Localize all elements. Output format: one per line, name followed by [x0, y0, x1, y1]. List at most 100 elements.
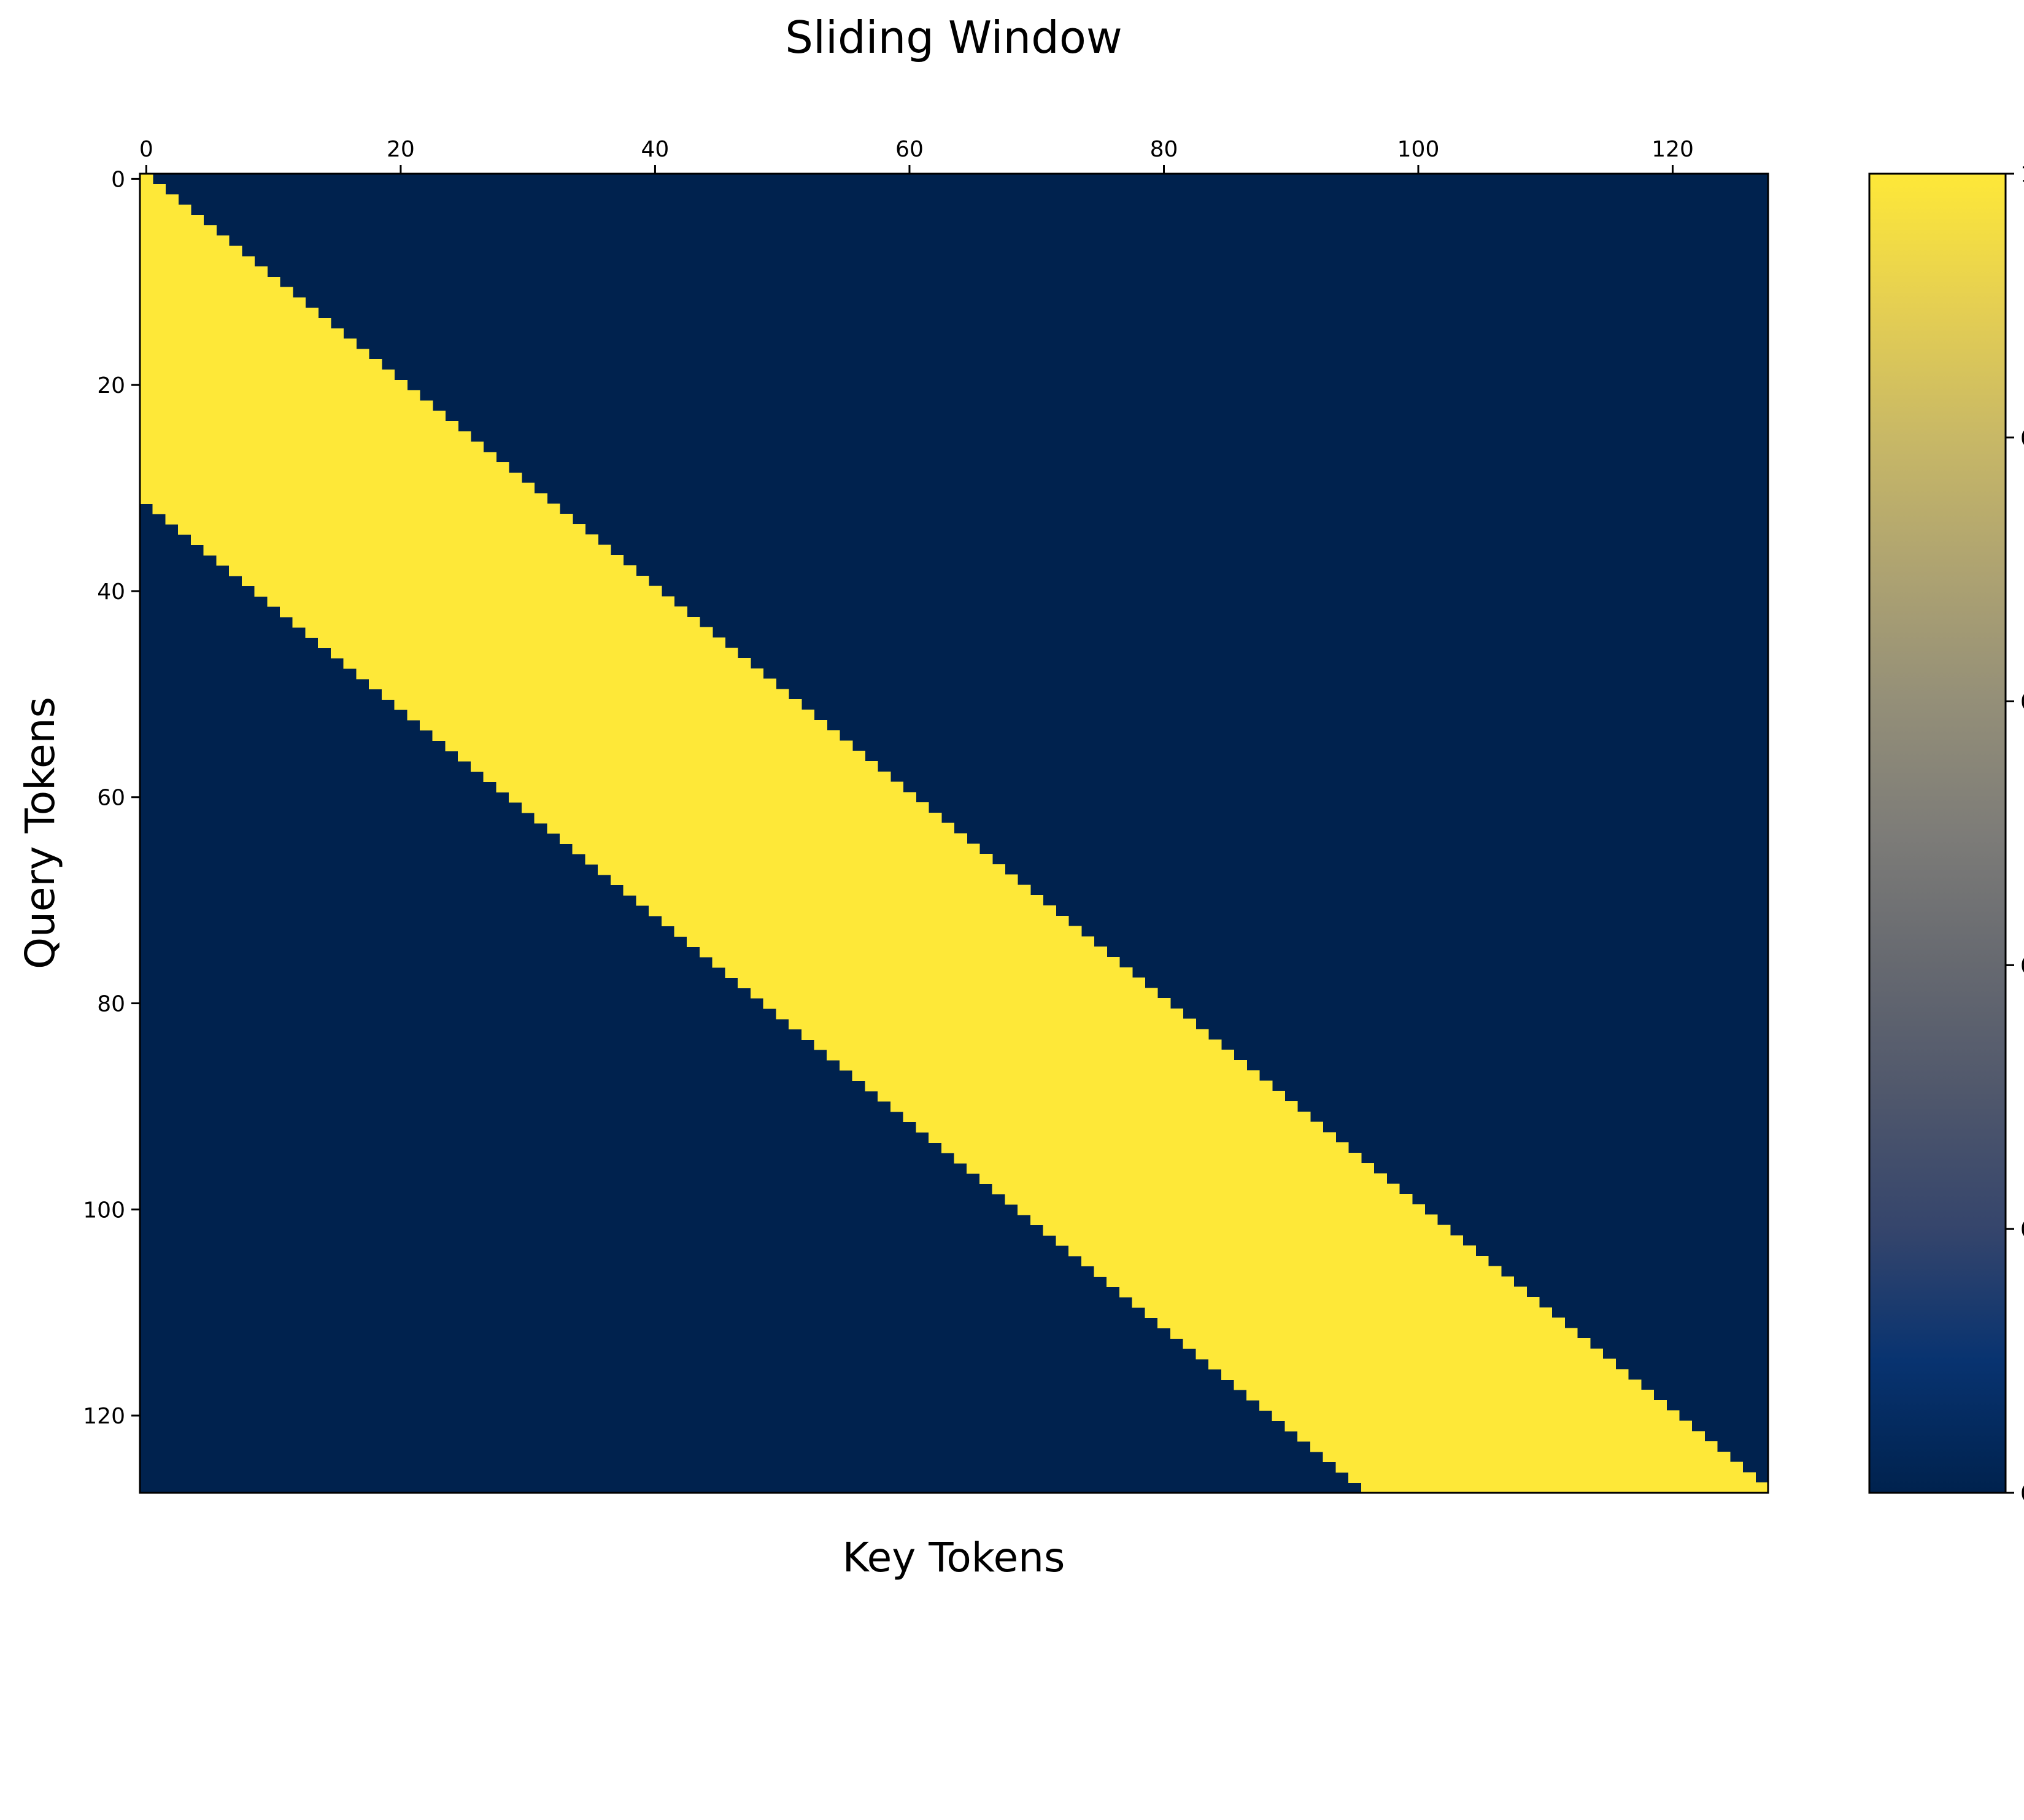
heatmap-row-21: [140, 390, 420, 401]
heatmap-row-71: [649, 905, 1056, 916]
x-tick-label: 0: [139, 137, 153, 162]
heatmap-row-50: [381, 689, 789, 700]
y-tick-label: 60: [97, 786, 125, 811]
heatmap-row-44: [305, 627, 713, 638]
heatmap-row-83: [801, 1029, 1209, 1040]
heatmap-row-85: [827, 1050, 1235, 1061]
heatmap-row-61: [521, 802, 929, 813]
x-axis-ticks: 0 20 40 60 80 100 120: [139, 137, 1694, 174]
heatmap-row-52: [407, 710, 815, 721]
heatmap-row-41: [267, 596, 675, 607]
heatmap-row-2: [140, 194, 179, 205]
heatmap-row-112: [1170, 1328, 1578, 1339]
heatmap-row-121: [1284, 1420, 1693, 1431]
heatmap-row-81: [776, 1008, 1184, 1020]
heatmap-row-28: [140, 462, 509, 473]
heatmap-row-66: [585, 854, 993, 865]
heatmap-row-126: [1348, 1472, 1756, 1483]
heatmap-row-33: [165, 514, 573, 525]
heatmap-row-8: [140, 256, 255, 267]
heatmap-row-98: [992, 1183, 1400, 1195]
heatmap-row-27: [140, 452, 496, 463]
heatmap-row-102: [1043, 1225, 1451, 1236]
heatmap-row-9: [140, 266, 268, 277]
heatmap-row-22: [140, 400, 433, 411]
heatmap-row-104: [1068, 1245, 1476, 1257]
heatmap-row-35: [190, 534, 598, 546]
heatmap-row-96: [967, 1163, 1375, 1174]
heatmap-row-23: [140, 411, 446, 422]
heatmap-row-113: [1183, 1338, 1591, 1349]
heatmap-row-13: [140, 308, 319, 319]
heatmap-row-38: [229, 565, 636, 576]
heatmap-row-20: [140, 379, 408, 391]
x-tick-label: 80: [1150, 137, 1178, 162]
x-axis-label: Key Tokens: [843, 1534, 1065, 1581]
x-tick-label: 20: [387, 137, 415, 162]
heatmap-row-110: [1145, 1307, 1553, 1319]
heatmap-row-125: [1335, 1462, 1744, 1473]
heatmap-row-92: [916, 1121, 1324, 1133]
heatmap-row-18: [140, 359, 382, 370]
colorbar-tick-label: 0.6: [2020, 690, 2024, 715]
heatmap-row-36: [203, 544, 611, 556]
heatmap-row-19: [140, 369, 395, 381]
heatmap-row-32: [152, 503, 560, 514]
y-tick-label: 120: [83, 1404, 125, 1429]
heatmap-row-75: [699, 947, 1107, 958]
heatmap-row-111: [1157, 1317, 1565, 1328]
heatmap-row-43: [292, 616, 700, 628]
heatmap-row-30: [140, 482, 535, 494]
heatmap-row-78: [738, 977, 1145, 988]
heatmap-row-74: [687, 936, 1095, 947]
heatmap-row-103: [1056, 1235, 1464, 1246]
x-tick-label: 100: [1397, 137, 1440, 162]
y-axis-ticks: 0 20 40 60 80 100 120: [83, 167, 140, 1429]
heatmap-row-101: [1030, 1214, 1438, 1226]
heatmap-cells: [140, 174, 1769, 1493]
heatmap-row-59: [496, 781, 904, 792]
heatmap-row-4: [140, 215, 204, 226]
colorbar-ticks: 0.0 0.2 0.4 0.6 0.8 1.0: [2006, 162, 2024, 1506]
heatmap-row-0: [140, 174, 153, 185]
heatmap-row-95: [954, 1152, 1362, 1164]
heatmap-row-57: [470, 761, 878, 772]
heatmap-row-87: [852, 1070, 1260, 1082]
heatmap-row-117: [1234, 1379, 1642, 1390]
heatmap-row-49: [369, 678, 776, 690]
heatmap-row-84: [814, 1039, 1222, 1050]
heatmap-row-107: [1107, 1276, 1515, 1287]
heatmap-row-94: [941, 1142, 1349, 1153]
heatmap-row-14: [140, 318, 331, 329]
chart-title: Sliding Window: [785, 12, 1122, 63]
heatmap-row-7: [140, 246, 242, 257]
heatmap-row-62: [534, 812, 942, 824]
heatmap-row-118: [1246, 1390, 1655, 1401]
heatmap-row-122: [1297, 1431, 1705, 1442]
heatmap-row-34: [178, 524, 586, 535]
heatmap-row-116: [1221, 1369, 1629, 1380]
heatmap-row-99: [1005, 1194, 1413, 1205]
heatmap-row-119: [1259, 1400, 1667, 1411]
heatmap-row-63: [547, 823, 955, 834]
heatmap-row-60: [509, 792, 916, 803]
heatmap-row-115: [1208, 1358, 1616, 1370]
heatmap-row-6: [140, 235, 230, 247]
heatmap-row-82: [789, 1018, 1196, 1030]
heatmap-row-105: [1081, 1255, 1489, 1267]
colorbar-tick-label: 1.0: [2020, 162, 2024, 187]
colorbar-tick-label: 0.2: [2020, 1217, 2024, 1242]
heatmap-row-58: [483, 771, 891, 783]
heatmap-row-48: [356, 668, 764, 680]
y-axis-label: Query Tokens: [17, 697, 64, 969]
heatmap-row-56: [458, 751, 866, 762]
heatmap-row-1: [140, 184, 166, 195]
heatmap-row-47: [343, 658, 751, 669]
heatmap-row-114: [1195, 1348, 1604, 1360]
y-tick-label: 40: [97, 579, 125, 605]
heatmap-row-93: [929, 1132, 1336, 1143]
heatmap-row-55: [445, 740, 853, 751]
heatmap-row-24: [140, 420, 458, 432]
heatmap-row-68: [610, 874, 1018, 886]
heatmap-row-73: [674, 926, 1082, 937]
